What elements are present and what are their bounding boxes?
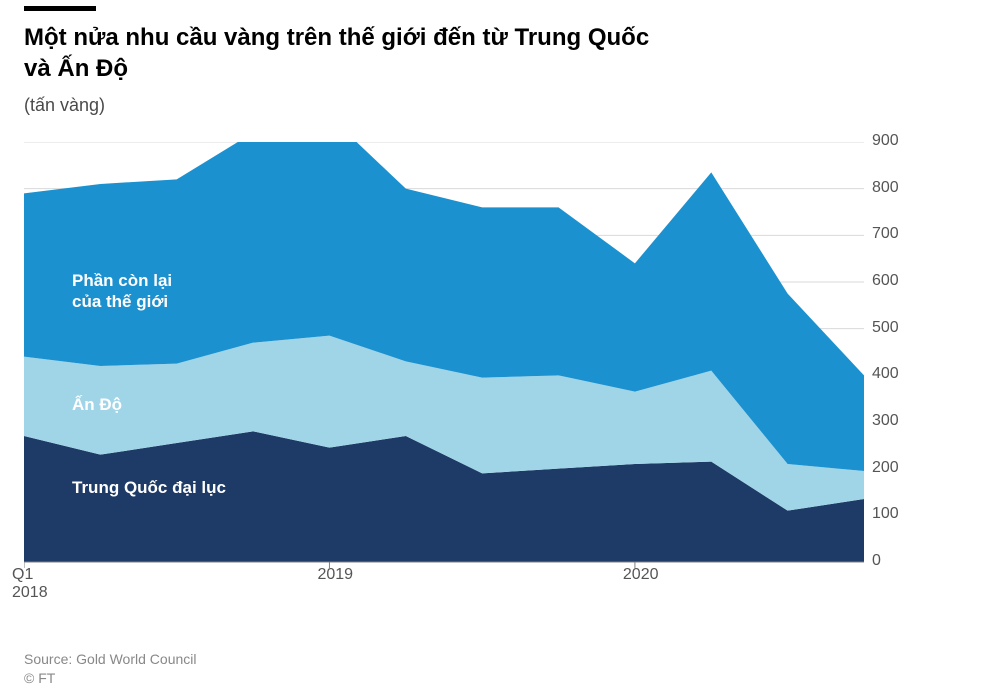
y-axis-tick-label: 100	[872, 505, 899, 523]
y-axis-tick-label: 400	[872, 365, 899, 383]
chart-footer: Source: Gold World Council © FT	[24, 650, 196, 689]
source-line: Source: Gold World Council	[24, 650, 196, 670]
chart-subtitle: (tấn vàng)	[24, 95, 105, 116]
y-axis-tick-label: 300	[872, 412, 899, 430]
y-axis-tick-label: 200	[872, 459, 899, 477]
y-axis-tick-label: 900	[872, 132, 899, 150]
chart-title: Một nửa nhu cầu vàng trên thế giới đến t…	[24, 22, 664, 84]
copyright-line: © FT	[24, 669, 196, 689]
area-chart-svg	[24, 142, 912, 592]
y-axis-tick-label: 700	[872, 225, 899, 243]
y-axis-tick-label: 800	[872, 179, 899, 197]
x-axis-tick-label: Q1 2018	[12, 566, 48, 602]
accent-rule	[24, 6, 96, 11]
x-axis-tick-label: 2020	[623, 566, 659, 584]
x-axis-tick-label: 2019	[317, 566, 353, 584]
y-axis-tick-label: 500	[872, 319, 899, 337]
chart-plot: Trung Quốc đại lụcẤn ĐộPhần còn lạicủa t…	[24, 142, 959, 622]
y-axis-tick-label: 0	[872, 552, 881, 570]
y-axis-tick-label: 600	[872, 272, 899, 290]
